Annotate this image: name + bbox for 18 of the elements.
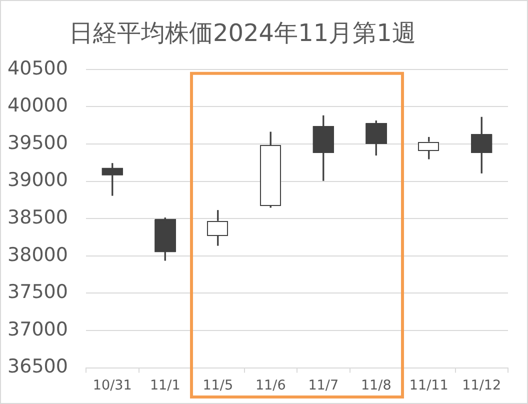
y-tick-label: 39500 [8,132,68,154]
x-tick-label: 11/5 [202,377,234,394]
x-tick-label: 11/6 [255,377,286,394]
chart-title: 日経平均株価2024年11月第1週 [69,19,416,47]
y-tick-label: 38000 [8,244,68,266]
x-tick-label: 10/31 [92,377,132,394]
y-tick-label: 39000 [8,169,68,192]
x-tick-label: 11/7 [308,377,339,394]
y-tick-label: 38500 [8,206,68,229]
x-tick-label: 11/12 [462,377,502,394]
y-tick-label: 40000 [8,94,68,117]
x-tick-label: 11/8 [360,377,392,394]
y-tick-label: 40500 [8,57,68,80]
y-tick-label: 37000 [8,318,68,340]
x-tick-label: 11/1 [150,377,180,394]
x-tick-label: 11/11 [409,377,448,394]
y-tick-label: 36500 [8,356,68,378]
y-tick-label: 37500 [8,281,68,304]
